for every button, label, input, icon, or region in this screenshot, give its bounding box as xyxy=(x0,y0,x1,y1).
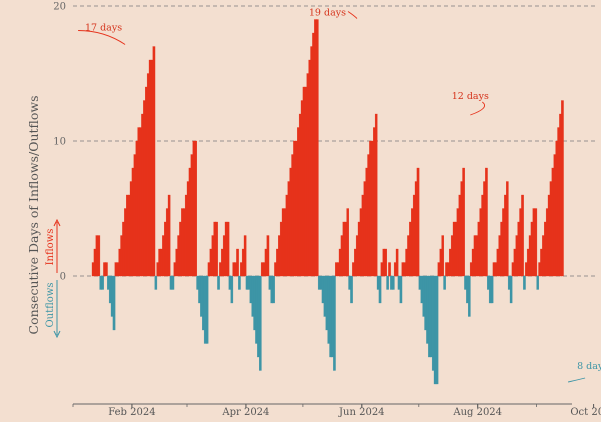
legend-inflows: Inflows xyxy=(45,229,56,266)
outflow-bar xyxy=(205,275,209,344)
outflow-bar xyxy=(112,275,116,331)
legend-outflows: Outflows xyxy=(45,282,56,327)
x-tick-label-4: Oct 2024 xyxy=(570,407,601,418)
outflow-bar xyxy=(468,275,471,317)
inflow-bar xyxy=(152,46,156,277)
inflow-bar xyxy=(266,235,270,277)
inflow-bar xyxy=(388,262,391,277)
annotation-arrow-icon xyxy=(470,101,485,116)
annotation-label-4: 8 days xyxy=(577,361,601,372)
outflow-bar xyxy=(230,275,234,304)
inflow-bar xyxy=(226,221,230,277)
outflow-bar xyxy=(154,275,158,290)
y-tick-label-20: 20 xyxy=(53,2,66,13)
inflow-bar xyxy=(97,235,101,277)
inflow-bar xyxy=(194,140,198,277)
bars-layer xyxy=(91,19,564,385)
outflow-bar xyxy=(101,275,104,290)
outflow-bar xyxy=(238,275,241,290)
inflow-bar xyxy=(374,113,378,277)
outflow-bar xyxy=(259,275,262,371)
outflow-bar xyxy=(392,275,395,290)
inflow-bar xyxy=(316,19,319,277)
annotation-arrow-icon xyxy=(568,377,586,383)
inflow-bar xyxy=(215,221,218,277)
outflow-bar xyxy=(378,275,382,304)
x-tick-label-0: Feb 2024 xyxy=(108,407,155,418)
outflows-arrow-icon xyxy=(53,280,61,339)
axis-layer: Feb 2024 Apr 2024 Jun 2024 Aug 2024 Oct 2024… xyxy=(72,403,601,418)
inflow-bar xyxy=(462,167,465,277)
inflow-bar xyxy=(384,248,388,277)
annotation-label-2: 12 days xyxy=(452,91,489,102)
inflow-bar xyxy=(395,248,399,277)
annotation-label-0: 17 days xyxy=(85,23,122,34)
inflow-bar xyxy=(167,194,171,277)
x-tick-label-2: Jun 2024 xyxy=(338,407,385,418)
outflow-bar xyxy=(523,275,526,290)
inflow-bar xyxy=(346,208,350,277)
inflows-arrow-icon xyxy=(53,218,61,273)
outflow-bar xyxy=(333,275,336,371)
y-axis-title: Consecutive Days of Inflows/Outflows xyxy=(26,96,41,335)
outflow-bar xyxy=(272,275,275,304)
outflow-bar xyxy=(490,275,494,304)
x-tick-label-3: Aug 2024 xyxy=(452,407,502,418)
inflow-bar xyxy=(506,181,509,277)
outflow-bar xyxy=(509,275,513,304)
inflow-bar xyxy=(534,208,538,277)
inflow-bar xyxy=(441,235,445,277)
outflow-bar xyxy=(217,275,220,290)
inflow-bar xyxy=(416,167,420,277)
outflow-bar xyxy=(443,275,446,290)
inflow-bar xyxy=(485,167,488,277)
outflow-bar xyxy=(171,275,175,290)
annotation-arrow-icon xyxy=(347,11,358,19)
inflow-bar xyxy=(561,100,564,277)
outflow-bar xyxy=(435,275,439,385)
x-tick-label-1: Apr 2024 xyxy=(221,407,269,418)
outflow-bar xyxy=(536,275,539,290)
label-layer: Consecutive Days of Inflows/Outflows Inf… xyxy=(26,96,61,339)
inflow-bar xyxy=(521,194,524,277)
y-tick-label-0: 0 xyxy=(60,272,66,283)
inflow-bar xyxy=(236,248,239,277)
annotation-label-1: 19 days xyxy=(309,8,346,19)
outflow-bar xyxy=(350,275,353,304)
outflow-bar xyxy=(386,275,389,290)
inflow-bar xyxy=(243,235,247,277)
outflow-bar xyxy=(399,275,403,304)
annotation-arrow-icon xyxy=(78,30,126,45)
inflow-bar xyxy=(105,262,108,277)
y-tick-label-10: 10 xyxy=(53,137,66,148)
